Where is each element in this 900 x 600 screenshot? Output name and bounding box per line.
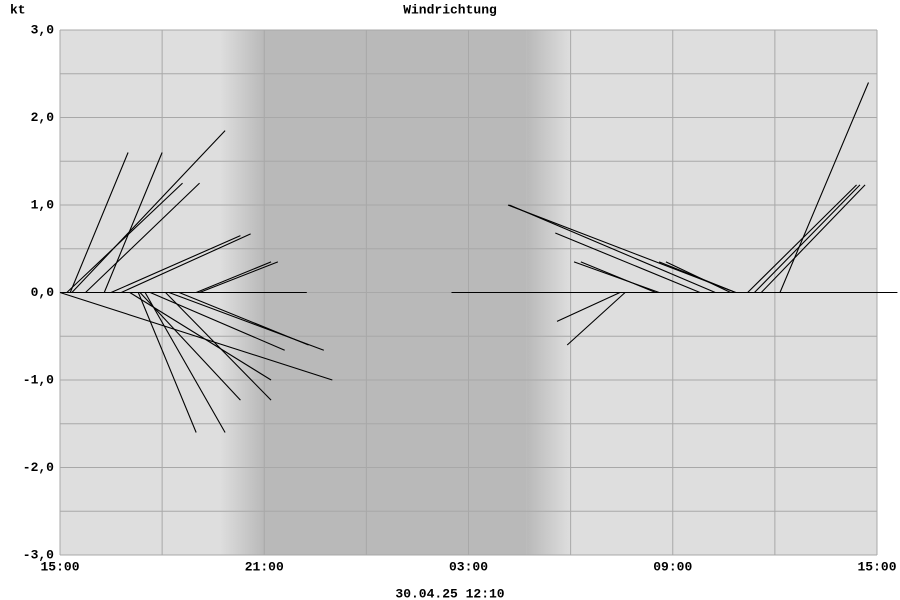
- wind-stick: [144, 292, 226, 433]
- wind-stick: [69, 152, 129, 293]
- y-unit: kt: [10, 2, 26, 17]
- y-tick-label: -3,0: [23, 547, 54, 562]
- y-tick-label: -2,0: [23, 460, 54, 475]
- wind-stick: [121, 233, 251, 294]
- wind-stick: [149, 291, 285, 351]
- wind-stick: [580, 261, 656, 294]
- x-tick-label: 15:00: [857, 559, 896, 574]
- wind-stick: [760, 184, 866, 293]
- wind-stick: [195, 261, 272, 294]
- x-tick-label: 21:00: [245, 559, 284, 574]
- footer: 30.04.25 12:10: [395, 586, 504, 600]
- x-tick-label: 15:00: [40, 559, 79, 574]
- wind-stick: [59, 291, 333, 381]
- chart-title: Windrichtung: [403, 2, 497, 17]
- wind-stick: [103, 152, 163, 293]
- wind-stick: [509, 204, 716, 294]
- wind-stick: [555, 232, 701, 294]
- wind-stick: [165, 292, 272, 401]
- wind-stick: [178, 291, 309, 346]
- y-tick-label: -1,0: [23, 372, 54, 387]
- wind-stick: [110, 235, 241, 294]
- x-tick-label: 09:00: [653, 559, 692, 574]
- wind-stick: [139, 292, 241, 401]
- wind-stick: [556, 292, 621, 322]
- wind-stick: [66, 182, 183, 293]
- wind-stick: [507, 204, 736, 294]
- wind-stick: [199, 261, 279, 294]
- wind-stick: [71, 130, 226, 293]
- wind-stick: [137, 292, 197, 433]
- wind-stick: [573, 261, 660, 294]
- wind-stick: [566, 292, 626, 346]
- y-tick-label: 0,0: [31, 285, 55, 300]
- wind-stick: [85, 182, 200, 293]
- y-tick-label: 3,0: [31, 22, 55, 37]
- y-tick-label: 2,0: [31, 110, 55, 125]
- x-tick-label: 03:00: [449, 559, 488, 574]
- wind-stick: [779, 82, 869, 293]
- wind-stick: [665, 261, 731, 293]
- wind-stick: [129, 292, 272, 381]
- y-tick-label: 1,0: [31, 197, 55, 212]
- wind-stick: [754, 184, 861, 293]
